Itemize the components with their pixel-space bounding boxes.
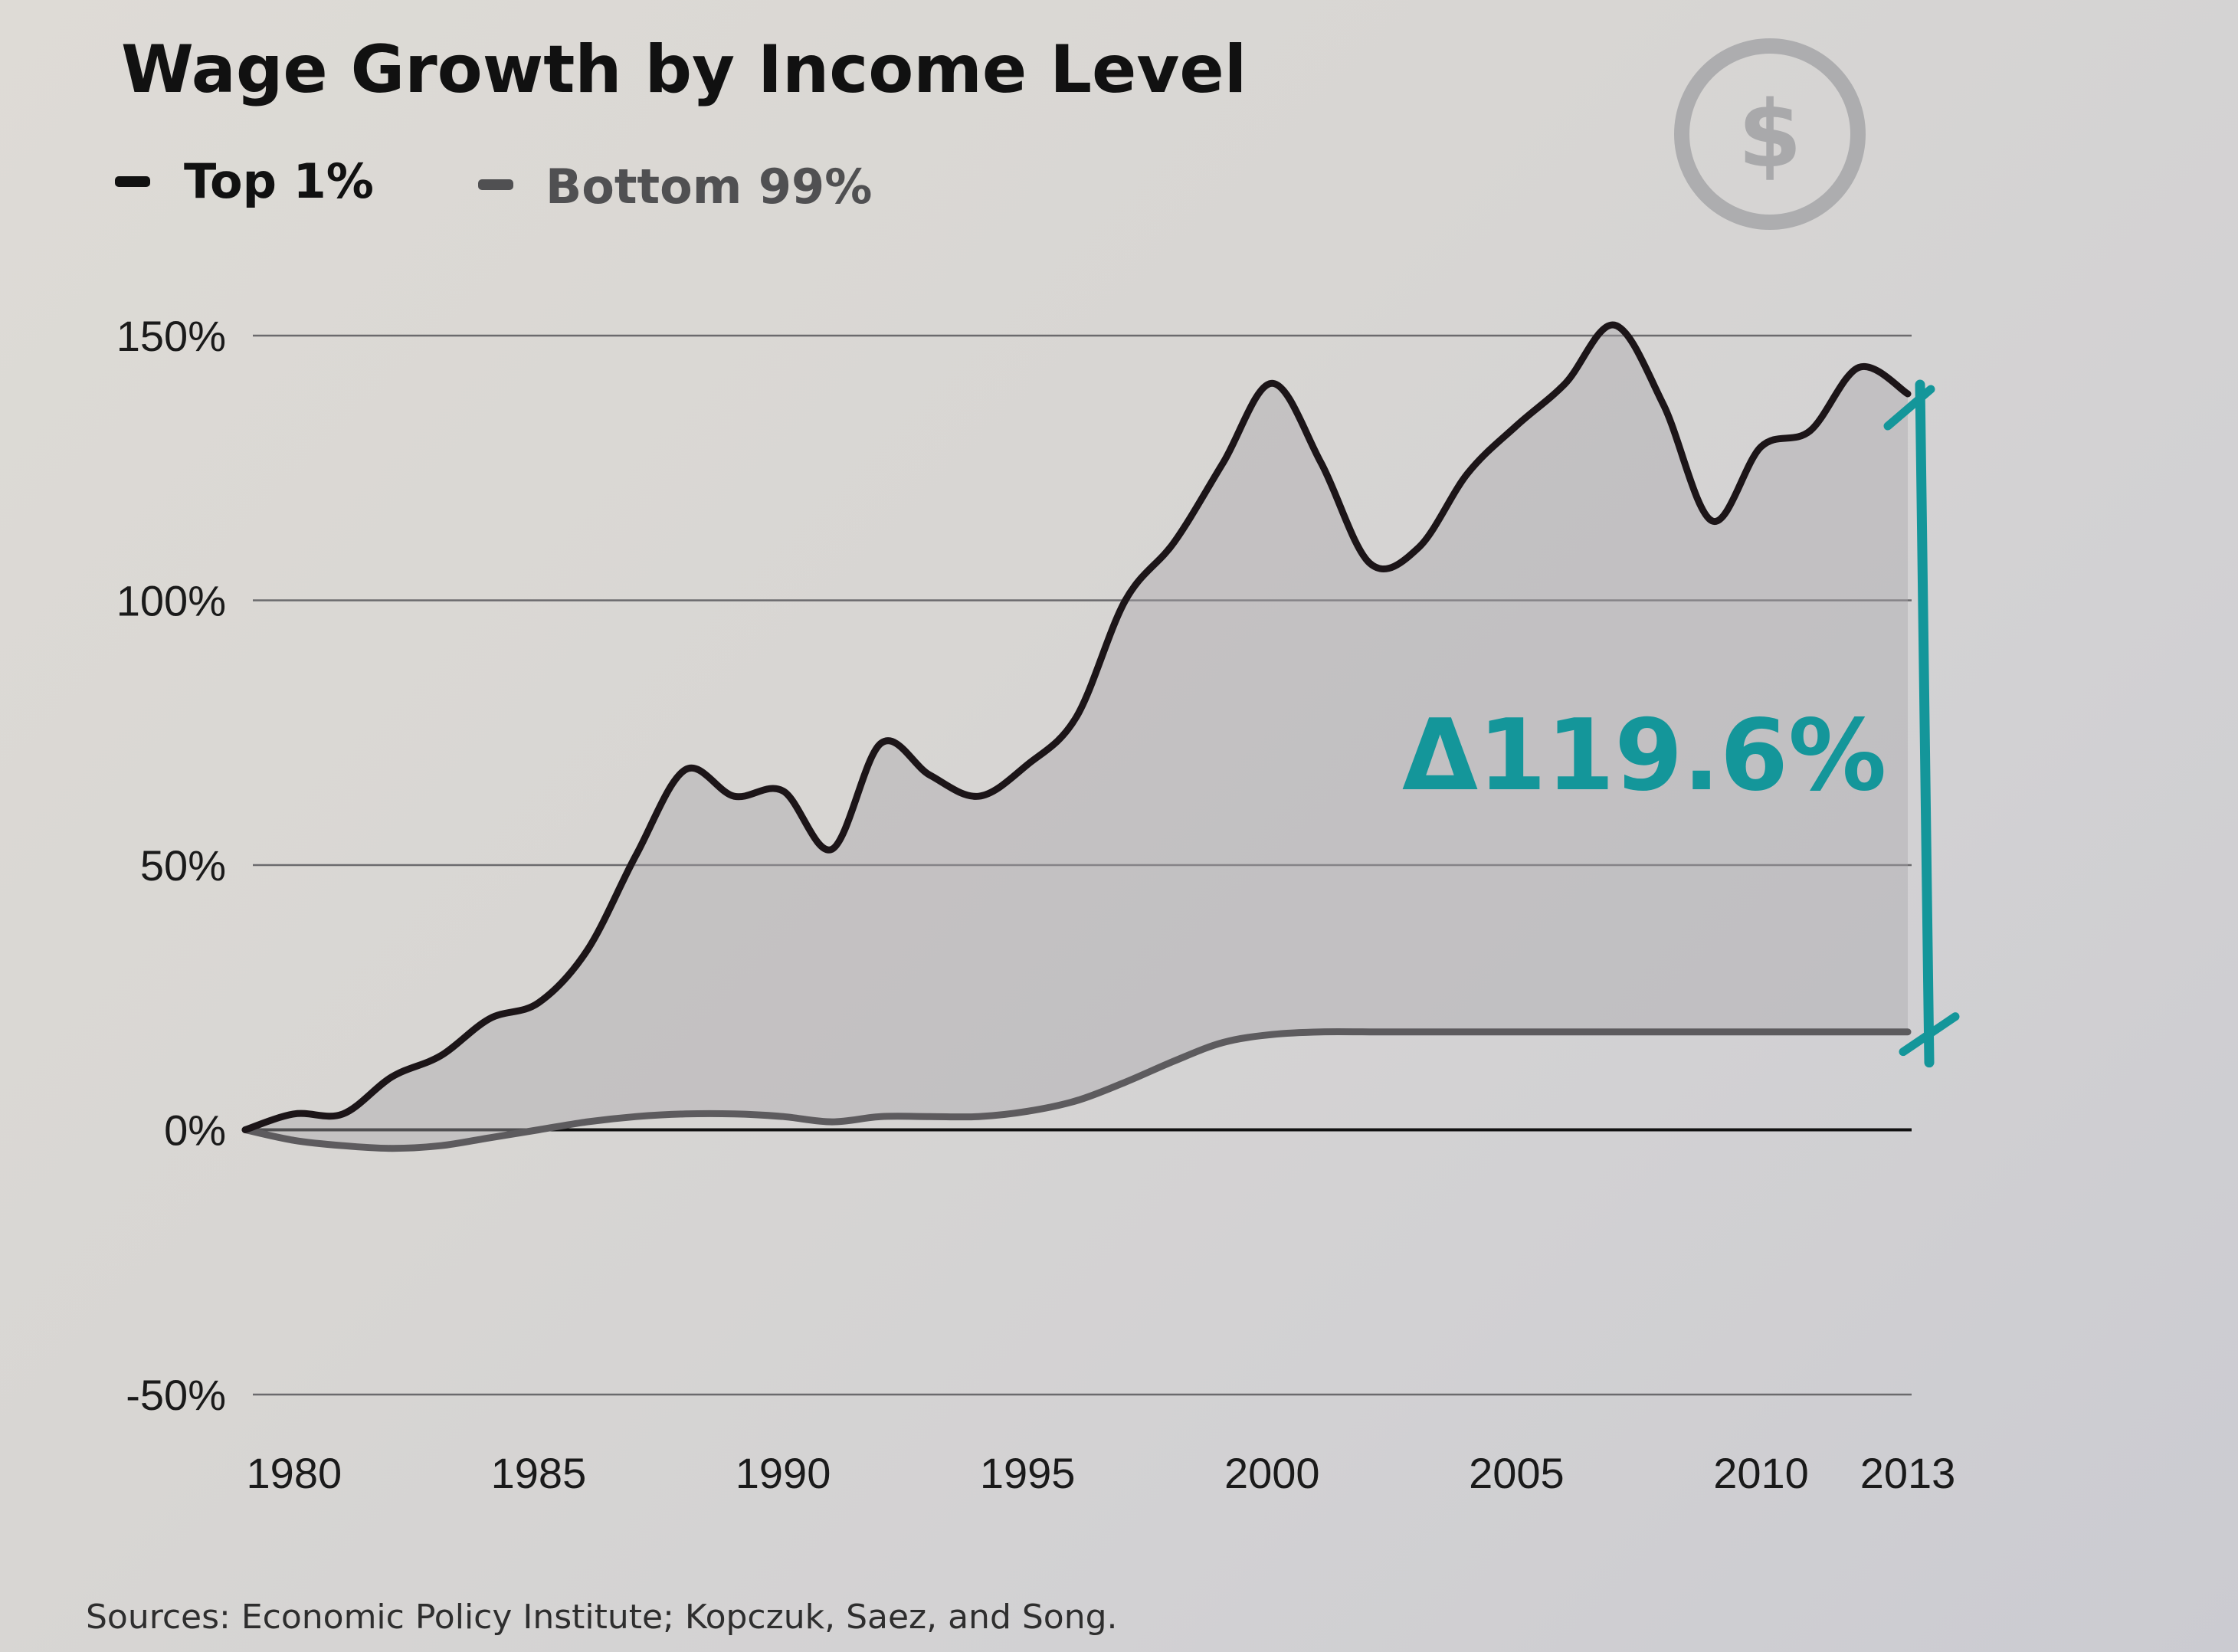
x-tick-label: 2005 [1469,1449,1565,1497]
x-tick-label: 1980 [247,1449,342,1497]
x-tick-label: 1995 [980,1449,1076,1497]
x-tick-label: 1985 [491,1449,587,1497]
legend-label-top-1: Top 1% [184,153,374,209]
legend-swatch-top-1 [115,176,150,187]
dollar-icon: $ [1674,38,1866,230]
delta-bracket-cap-top [1883,385,1935,431]
series-line-top-1 [241,321,1912,1133]
x-tick-label: 1990 [736,1449,831,1497]
delta-bracket-line [1915,379,1935,1068]
legend: Top 1% Bottom 99% [115,153,872,215]
y-tick-label: 150% [116,312,226,360]
x-tick-label: 2010 [1713,1449,1809,1497]
x-tick-label: 2000 [1224,1449,1320,1497]
series-line-bottom-99 [241,1028,1912,1152]
y-tick-label: -50% [126,1371,226,1419]
x-tick-label: 2013 [1860,1449,1956,1497]
dollar-sign: $ [1738,82,1802,188]
delta-bracket-cap-bottom [1899,1012,1960,1057]
legend-swatch-bottom-99 [478,179,513,190]
y-tick-label: 100% [116,577,226,625]
gap-area-fill [245,324,1908,1149]
delta-annotation: Δ119.6% [1402,379,1960,1068]
delta-label: Δ119.6% [1402,699,1886,813]
source-note: Sources: Economic Policy Institute; Kopc… [86,1598,1118,1637]
y-tick-label: 0% [164,1106,226,1155]
y-tick-label: 50% [140,841,226,890]
y-axis-ticks: 150% 100% 50% 0% -50% [116,312,226,1419]
chart-title: Wage Growth by Income Level [121,31,1247,108]
x-axis-ticks: 1980 1985 1990 1995 2000 2005 2010 2013 [247,1449,1956,1497]
legend-label-bottom-99: Bottom 99% [546,159,872,215]
